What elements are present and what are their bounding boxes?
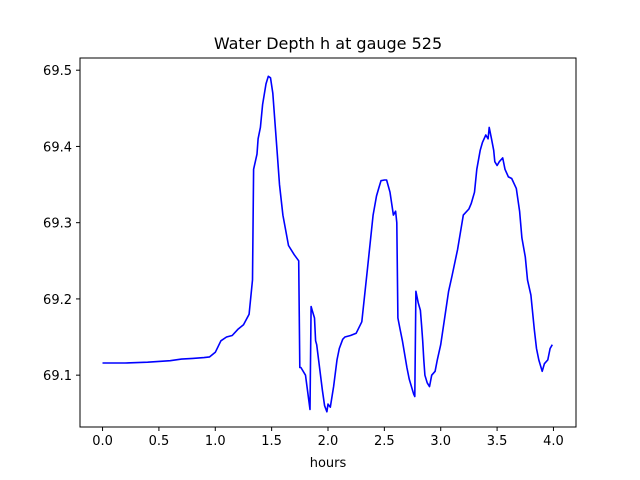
- x-tick-label: 3.5: [487, 434, 508, 449]
- x-tick-label: 2.0: [318, 434, 339, 449]
- y-tick-label: 69.2: [43, 293, 72, 308]
- x-tick-label: 0.0: [92, 434, 113, 449]
- y-tick-label: 69.4: [43, 140, 72, 155]
- x-tick-label: 4.0: [543, 434, 564, 449]
- y-tick-label: 69.3: [43, 217, 72, 232]
- x-axis: 0.0 0.5 1.0 1.5 2.0 2.5 3.0 3.5 4.0: [92, 427, 564, 449]
- y-tick-label: 69.5: [43, 64, 72, 79]
- x-tick-label: 0.5: [149, 434, 170, 449]
- x-tick-label: 2.5: [374, 434, 395, 449]
- axes-frame: [79, 57, 577, 428]
- x-tick-label: 1.5: [261, 434, 282, 449]
- x-tick-label: 3.0: [430, 434, 451, 449]
- y-tick-label: 69.1: [43, 369, 72, 384]
- x-axis-label: hours: [310, 456, 347, 471]
- chart-title: Water Depth h at gauge 525: [214, 34, 442, 53]
- plot-area: [102, 75, 553, 413]
- x-tick-label: 1.0: [205, 434, 226, 449]
- series-line-0: [102, 75, 553, 413]
- y-axis: 69.1 69.2 69.3 69.4 69.5: [43, 64, 80, 384]
